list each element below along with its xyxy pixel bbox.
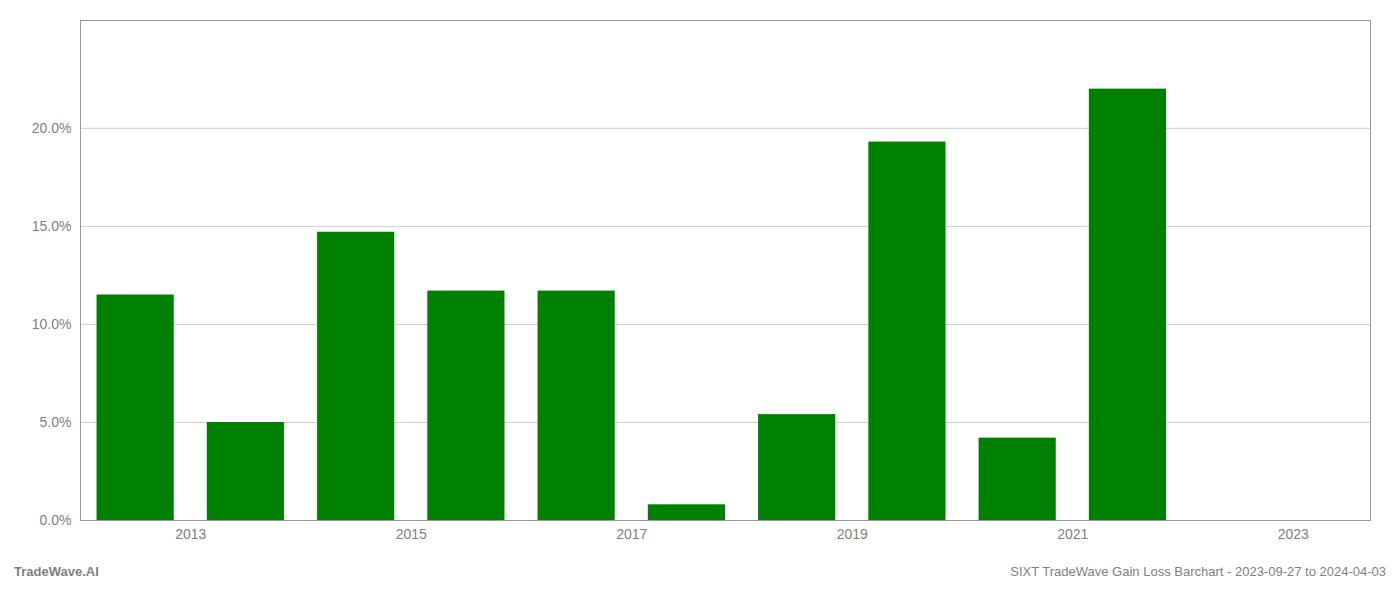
svg-text:2019: 2019 bbox=[837, 526, 868, 542]
html-text:TradeWave.AI: TradeWave.AI bbox=[14, 564, 99, 579]
svg-text:15.0%: 15.0% bbox=[32, 218, 72, 234]
svg-text:5.0%: 5.0% bbox=[40, 414, 72, 430]
svg-text:2023: 2023 bbox=[1278, 526, 1309, 542]
html-text:SIXT TradeWave Gain Loss Barch: SIXT TradeWave Gain Loss Barchart - 2023… bbox=[1010, 564, 1386, 579]
svg-text:0.0%: 0.0% bbox=[40, 512, 72, 528]
svg-text:2013: 2013 bbox=[175, 526, 206, 542]
svg-text:2017: 2017 bbox=[616, 526, 647, 542]
svg-text:2015: 2015 bbox=[396, 526, 427, 542]
svg-text:2021: 2021 bbox=[1057, 526, 1088, 542]
svg-text:20.0%: 20.0% bbox=[32, 120, 72, 136]
svg-text:10.0%: 10.0% bbox=[32, 316, 72, 332]
